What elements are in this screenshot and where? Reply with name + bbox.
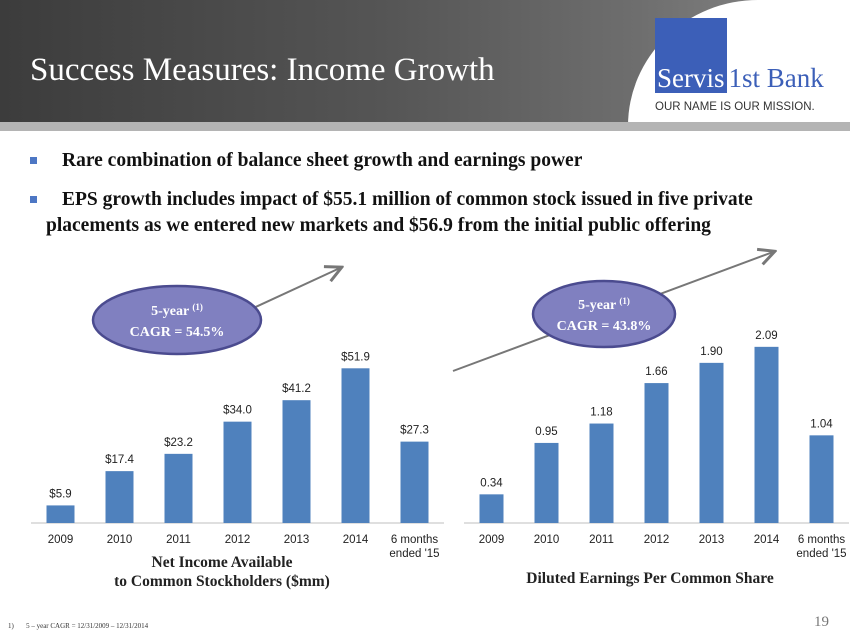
category-label: 2011 <box>589 534 614 546</box>
bullet-marker <box>30 196 37 203</box>
data-label: 1.66 <box>645 366 667 378</box>
category-label: ended '15 <box>389 548 439 560</box>
data-label: $23.2 <box>164 437 193 449</box>
data-label: 2.09 <box>755 330 777 342</box>
category-label: 2010 <box>107 534 133 546</box>
category-label: 2012 <box>644 534 670 546</box>
bar <box>644 383 669 523</box>
bullet-text-1: Rare combination of balance sheet growth… <box>62 150 583 171</box>
category-label: 2009 <box>48 534 74 546</box>
page-title: Success Measures: Income Growth <box>30 52 495 88</box>
bar <box>105 471 134 523</box>
category-label: 6 months <box>391 534 439 546</box>
data-label: $51.9 <box>341 351 370 363</box>
header-divider <box>0 122 850 131</box>
logo-tagline: OUR NAME IS OUR MISSION. <box>655 101 815 113</box>
chart-caption: Net Income Available <box>152 554 293 571</box>
cagr-callout <box>91 284 263 356</box>
logo-part1: Servis <box>655 63 727 93</box>
category-label: 2012 <box>225 534 251 546</box>
bar <box>282 400 311 523</box>
category-label: 2013 <box>284 534 310 546</box>
category-label: 6 months <box>798 534 846 546</box>
bar <box>164 453 193 523</box>
page-number: 19 <box>814 614 829 630</box>
category-label: 2010 <box>534 534 560 546</box>
data-label: $27.3 <box>400 425 429 437</box>
category-label: 2011 <box>166 534 191 546</box>
category-label: 2014 <box>754 534 780 546</box>
data-label: 0.95 <box>535 426 557 438</box>
data-label: 1.04 <box>810 418 833 430</box>
chart-caption: Diluted Earnings Per Common Share <box>526 570 774 587</box>
data-label: 1.90 <box>700 346 722 358</box>
bar <box>46 505 75 523</box>
data-label: 0.34 <box>480 477 503 489</box>
footnote-text: 5 – year CAGR = 12/31/2009 – 12/31/2014 <box>26 622 149 630</box>
category-label: 2009 <box>479 534 505 546</box>
bullet-text-2: EPS growth includes impact of $55.1 mill… <box>46 189 753 236</box>
net-income-chart: $5.9 2009 $17.4 2010 $23.2 2011 $34.0 2012 $41.2… <box>31 268 444 590</box>
callout-line2: CAGR = 54.5% <box>130 325 225 340</box>
category-label: 2013 <box>699 534 725 546</box>
logo-part2: 1st Bank <box>728 63 824 93</box>
trend-arrow <box>246 268 340 312</box>
data-label: $5.9 <box>49 488 71 500</box>
callout-line1: 5-year (1) <box>151 302 203 319</box>
bar <box>699 362 724 523</box>
footnote-marker: 1) <box>8 622 14 630</box>
bar <box>341 368 370 523</box>
data-label: $41.2 <box>282 383 311 395</box>
bar <box>589 423 614 523</box>
data-label: $34.0 <box>223 405 252 417</box>
eps-chart: 0.34 2009 0.95 2010 1.18 2011 1.66 2012 1.90 2013… <box>452 252 849 587</box>
bar <box>223 421 252 523</box>
callout-line1: 5-year (1) <box>578 296 630 313</box>
bar <box>809 435 834 523</box>
footnote: 1) 5 – year CAGR = 12/31/2009 – 12/31/20… <box>8 622 148 630</box>
chart-caption: to Common Stockholders ($mm) <box>114 573 330 590</box>
data-label: 1.18 <box>590 407 612 419</box>
bar <box>754 346 779 523</box>
bar <box>534 442 559 523</box>
bar <box>400 441 429 523</box>
data-label: $17.4 <box>105 454 134 466</box>
bar <box>479 494 504 523</box>
cagr-callout <box>531 279 677 349</box>
bullet-marker <box>30 157 37 164</box>
category-label: 2014 <box>343 534 369 546</box>
callout-line2: CAGR = 43.8% <box>557 319 652 334</box>
category-label: ended '15 <box>796 548 846 560</box>
bank-logo: Servis 1st Bank <box>655 63 824 99</box>
